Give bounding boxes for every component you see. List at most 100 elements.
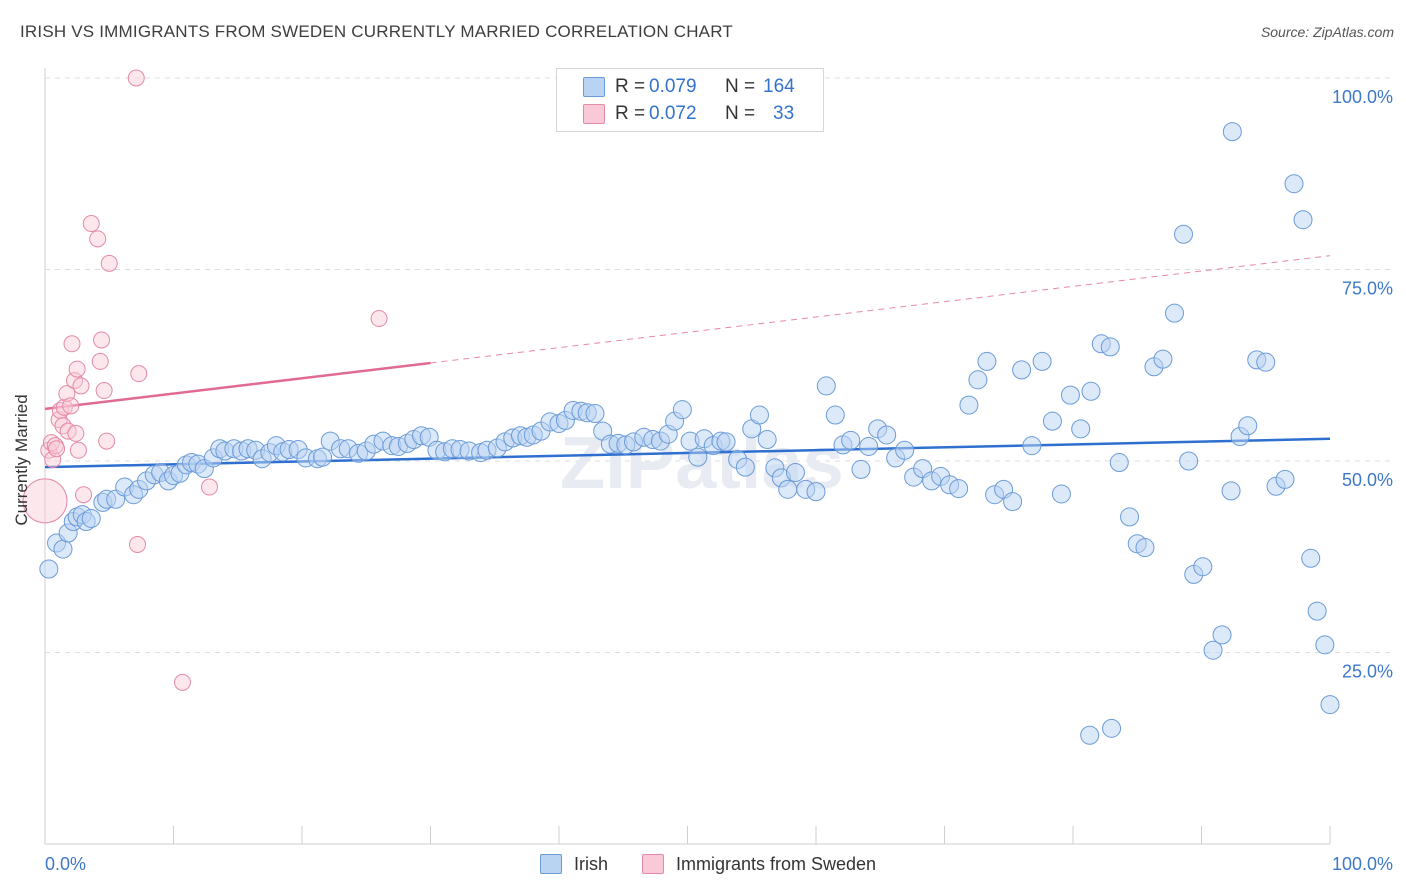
legend-label-irish: Irish <box>574 853 609 874</box>
irish-point <box>1153 349 1173 369</box>
irish-point <box>1256 352 1276 372</box>
sweden-point <box>370 310 388 328</box>
irish-point <box>1102 718 1122 738</box>
sweden-point <box>130 365 148 383</box>
r-value: 0.079 <box>649 76 697 97</box>
y-tick-label: 25.0% <box>1342 662 1393 682</box>
irish-point <box>895 440 915 460</box>
sweden-point <box>200 478 218 496</box>
sweden-point <box>54 417 72 435</box>
sweden-point <box>127 69 145 87</box>
legend-label-sweden: Immigrants from Sweden <box>676 853 877 874</box>
n-label: N = <box>725 103 756 124</box>
sweden-point <box>69 441 87 459</box>
sweden-point <box>67 424 85 442</box>
irish-point <box>1135 538 1155 558</box>
x-tick-label: 100.0% <box>1332 854 1393 874</box>
irish-point <box>1051 484 1071 504</box>
r-label: R = <box>615 76 646 97</box>
irish-point <box>977 351 997 371</box>
r-value: 0.072 <box>649 103 697 124</box>
irish-point <box>39 559 59 579</box>
series-irish-points <box>39 122 1340 745</box>
irish-point <box>1165 303 1185 323</box>
irish-point <box>1284 174 1304 194</box>
sweden-point <box>98 432 116 450</box>
y-axis-label: Currently Married <box>12 394 31 526</box>
irish-point <box>735 457 755 477</box>
sweden-swatch <box>583 104 605 124</box>
irish-point <box>81 508 101 528</box>
irish-point <box>806 482 826 502</box>
irish-point <box>968 370 988 390</box>
sweden-point <box>63 335 81 353</box>
irish-point <box>688 447 708 467</box>
n-label: N = <box>725 76 756 97</box>
legend-item-sweden: Immigrants from Sweden <box>642 852 876 876</box>
irish-point <box>1022 436 1042 456</box>
irish-point <box>585 404 605 424</box>
irish-point <box>816 376 836 396</box>
sweden-point <box>72 377 90 395</box>
n-value: 164 <box>763 76 795 97</box>
irish-point <box>1212 625 1232 645</box>
sweden-point <box>55 398 73 416</box>
sweden-trend-extension <box>430 255 1331 364</box>
irish-point <box>1100 337 1120 357</box>
sweden-point <box>91 352 109 370</box>
irish-point <box>825 405 845 425</box>
y-tick-label: 50.0% <box>1342 470 1393 490</box>
irish-point <box>1275 469 1295 489</box>
y-tick-label: 100.0% <box>1332 87 1393 107</box>
irish-point <box>1307 601 1327 621</box>
irish-point <box>757 430 777 450</box>
irish-point <box>859 436 879 456</box>
sweden-point <box>82 215 100 233</box>
source-credit: Source: ZipAtlas.com <box>1260 24 1394 40</box>
irish-point <box>1293 210 1313 230</box>
sweden-point <box>95 382 113 400</box>
irish-point <box>1315 635 1335 655</box>
irish-point <box>1080 725 1100 745</box>
sweden-point <box>93 331 111 349</box>
x-tick-label: 0.0% <box>45 854 86 874</box>
sweden-point <box>68 360 86 378</box>
irish-point <box>1320 695 1340 715</box>
stats-legend-box: R = 0.079 N = 164 R = 0.072 N = 33 <box>556 68 824 132</box>
irish-point <box>778 479 798 499</box>
sweden-point <box>44 450 62 468</box>
irish-point <box>1301 548 1321 568</box>
irish-point <box>1222 122 1242 142</box>
n-value: 33 <box>773 103 795 124</box>
legend-item-irish: Irish <box>540 852 608 876</box>
sweden-point <box>75 486 93 504</box>
irish-point <box>1193 557 1213 577</box>
sweden-trend-line <box>44 361 431 411</box>
irish-point <box>716 432 736 452</box>
irish-point <box>313 447 333 467</box>
irish-point <box>1081 381 1101 401</box>
tick-labels: 25.0% 50.0% 75.0% 100.0% 0.0% 100.0% <box>45 87 1393 874</box>
r-label: R = <box>615 103 646 124</box>
legend-swatch-irish <box>540 854 562 874</box>
sweden-point <box>22 478 68 524</box>
irish-point <box>851 459 871 479</box>
sweden-point <box>173 673 191 691</box>
irish-swatch <box>583 77 605 97</box>
irish-point <box>1071 419 1091 439</box>
irish-point <box>53 539 73 559</box>
irish-point <box>1174 224 1194 244</box>
irish-point <box>1120 507 1140 527</box>
irish-point <box>949 479 969 499</box>
irish-point <box>877 425 897 445</box>
irish-point <box>1238 416 1258 436</box>
irish-point <box>1109 453 1129 473</box>
irish-point <box>1221 481 1241 501</box>
irish-point <box>1179 451 1199 471</box>
irish-point <box>1012 360 1032 380</box>
irish-point <box>672 400 692 420</box>
irish-point <box>749 405 769 425</box>
sweden-point <box>89 230 107 248</box>
irish-point <box>1203 640 1223 660</box>
